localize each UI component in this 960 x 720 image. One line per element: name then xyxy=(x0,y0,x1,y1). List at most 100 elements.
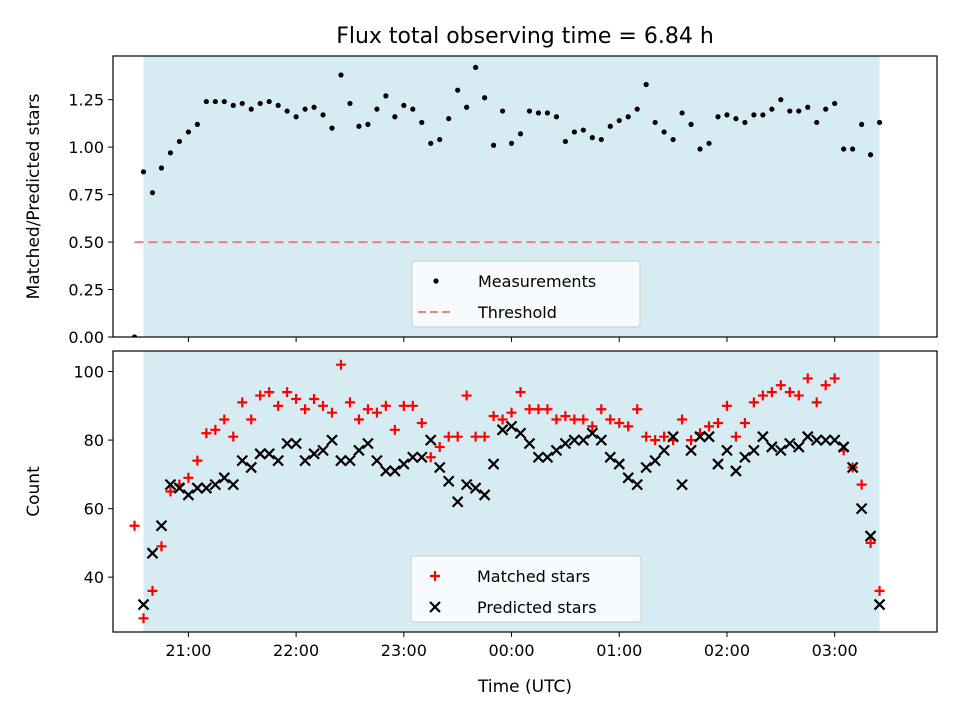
measurement-point xyxy=(239,100,245,107)
measurement-point xyxy=(383,93,389,99)
measurement-point xyxy=(446,116,452,122)
matched-star-point xyxy=(677,414,688,425)
legend-box xyxy=(410,555,642,623)
predicted-star-point xyxy=(703,430,715,443)
predicted-star-point xyxy=(864,530,877,542)
matched-star-point xyxy=(730,431,741,442)
matched-star-point xyxy=(650,435,661,446)
matched-star-point xyxy=(300,404,311,415)
matched-star-point xyxy=(802,373,813,384)
measurement-point xyxy=(437,136,443,143)
measurement-point xyxy=(194,121,200,127)
measurement-point xyxy=(284,108,290,114)
y-tick-label: 1.00 xyxy=(68,138,104,157)
matched-star-point xyxy=(237,397,248,408)
measurement-point xyxy=(778,97,784,103)
matched-star-point xyxy=(686,435,697,446)
axes-frame xyxy=(112,55,938,338)
predicted-star-point xyxy=(819,434,832,446)
measurement-point xyxy=(580,127,586,133)
measurement-point xyxy=(643,81,649,88)
predicted-star-point xyxy=(200,482,213,494)
predicted-star-point xyxy=(739,451,751,464)
matched-star-point xyxy=(793,390,804,401)
measurement-point xyxy=(760,112,766,118)
matched-star-point xyxy=(623,421,634,432)
measurement-point xyxy=(230,102,236,108)
measurement-point xyxy=(131,334,138,337)
measurement-point xyxy=(715,114,721,120)
measurement-point xyxy=(607,123,613,129)
predicted-star-point xyxy=(550,444,563,457)
predicted-star-point xyxy=(308,448,320,460)
measurement-point xyxy=(535,110,542,116)
count-panel: 40 60 80 100 21:00 22:00 23:00 00:00 01:00 02:00 0… xyxy=(24,350,938,660)
measurement-point xyxy=(769,106,775,112)
matched-star-point xyxy=(748,397,759,408)
predicted-star-point xyxy=(371,454,383,467)
y-axis-label: Count xyxy=(24,466,44,517)
predicted-star-point xyxy=(137,598,150,611)
matched-star-point xyxy=(533,404,544,415)
predicted-star-point xyxy=(730,465,742,477)
matched-star-point xyxy=(353,414,364,425)
measurement-point xyxy=(688,121,694,127)
x-tick-label: 01:00 xyxy=(596,641,642,660)
measurement-point xyxy=(733,116,739,122)
matched-star-point xyxy=(192,455,203,466)
measurement-point xyxy=(221,98,227,105)
ratio-panel: 0.00 0.25 0.50 0.75 1.00 1.25 Matched/Predicte… xyxy=(24,55,938,347)
measurement-point xyxy=(311,104,317,110)
legend: Matched stars Predicted stars xyxy=(410,555,642,623)
matched-star-point xyxy=(659,431,670,442)
predicted-star-point xyxy=(317,444,329,457)
measurement-point xyxy=(140,169,147,175)
axes-frame xyxy=(112,350,938,633)
measurement-point xyxy=(589,135,595,141)
predicted-star-point xyxy=(460,478,473,491)
matched-star-point xyxy=(255,390,266,401)
measurement-point xyxy=(508,140,515,146)
y-tick-label: 0.25 xyxy=(68,281,104,300)
legend-marker-predicted xyxy=(429,601,441,613)
x-tick-label: 21:00 xyxy=(165,641,211,660)
matched-star-point xyxy=(129,520,140,531)
measurement-point xyxy=(329,125,335,131)
y-tick-label: 80 xyxy=(84,431,104,450)
matched-star-point xyxy=(443,431,454,442)
matched-star-point xyxy=(470,431,481,442)
measurement-point xyxy=(185,129,191,135)
measurement-point xyxy=(320,112,326,118)
predicted-star-point xyxy=(712,458,724,470)
matched-star-point xyxy=(273,400,284,411)
predicted-star-point xyxy=(873,598,886,611)
matched-star-point xyxy=(569,414,580,425)
measurement-point xyxy=(158,165,165,171)
measurement-point xyxy=(697,146,703,152)
predicted-star-point xyxy=(595,434,608,446)
matched-star-point xyxy=(614,417,625,428)
measurement-point xyxy=(706,140,712,146)
legend-label: Predicted stars xyxy=(477,598,597,617)
measurement-point xyxy=(652,119,658,126)
measurement-point xyxy=(526,108,533,114)
matched-star-point xyxy=(829,373,840,384)
matched-star-point xyxy=(479,431,490,442)
predicted-star-point xyxy=(766,441,778,453)
measurement-point xyxy=(670,136,676,143)
matched-star-point xyxy=(183,472,194,483)
matched-star-point xyxy=(380,400,391,411)
y-tick-label: 0.50 xyxy=(68,233,104,252)
predicted-star-point xyxy=(613,458,626,470)
x-tick-label: 03:00 xyxy=(812,641,858,660)
matched-star-point xyxy=(488,411,499,422)
matched-star-point xyxy=(318,400,329,411)
measurement-point xyxy=(212,98,218,105)
predicted-star-point xyxy=(649,454,661,467)
measurement-point xyxy=(544,110,551,116)
measurement-point xyxy=(850,146,856,152)
measurement-point xyxy=(859,121,865,127)
matched-star-point xyxy=(335,359,346,370)
predicted-star-point xyxy=(721,444,733,457)
